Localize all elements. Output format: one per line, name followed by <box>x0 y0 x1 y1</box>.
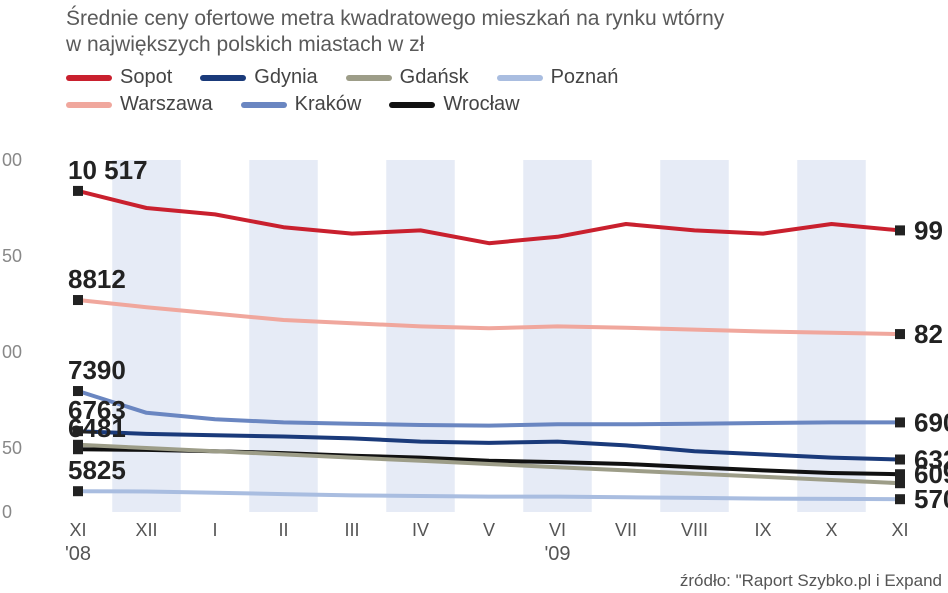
legend-row: Sopot Gdynia Gdańsk Poznań <box>66 66 938 89</box>
series-line <box>78 491 900 499</box>
series-line <box>78 431 900 459</box>
legend-item: Warszawa <box>66 93 213 116</box>
legend-label: Gdańsk <box>400 66 469 89</box>
legend-swatch <box>66 102 112 108</box>
series-start-marker <box>73 486 83 496</box>
series-line <box>78 191 900 243</box>
x-tick-label: IX <box>754 520 771 540</box>
x-tick-label: III <box>344 520 359 540</box>
y-tick-label: 50 <box>2 246 22 266</box>
x-year-label: '09 <box>544 543 570 565</box>
series-end-marker <box>895 225 905 235</box>
legend-swatch <box>241 102 287 108</box>
legend-swatch <box>389 102 435 108</box>
series-start-marker <box>73 295 83 305</box>
series-end-label: 99 <box>914 215 943 245</box>
legend-item: Wrocław <box>389 93 519 116</box>
x-tick-label: XII <box>135 520 157 540</box>
series-end-marker <box>895 469 905 479</box>
grid-band <box>660 160 729 512</box>
legend-label: Kraków <box>295 93 362 116</box>
legend-label: Poznań <box>551 66 619 89</box>
legend-label: Sopot <box>120 66 172 89</box>
legend: Sopot Gdynia Gdańsk Poznań Warszawa Kraków Wro… <box>66 66 938 120</box>
y-tick-label: 0 <box>2 502 12 522</box>
source-text: źródło: "Raport Szybko.pl i Expand <box>680 571 942 591</box>
chart-area: 05000500010 5178812739067636481582599826… <box>0 140 948 573</box>
legend-label: Gdynia <box>254 66 317 89</box>
x-tick-label: X <box>825 520 837 540</box>
x-tick-label: VIII <box>681 520 708 540</box>
series-end-marker <box>895 455 905 465</box>
series-line <box>78 449 900 474</box>
title-line-1: Średnie ceny ofertowe metra kwadratowego… <box>66 6 724 32</box>
legend-swatch <box>497 75 543 81</box>
series-start-label: 10 517 <box>68 155 148 185</box>
x-year-label: '08 <box>65 543 91 565</box>
legend-row: Warszawa Kraków Wrocław <box>66 93 938 116</box>
legend-swatch <box>66 75 112 81</box>
series-start-label: 6481 <box>68 413 126 443</box>
y-tick-label: 00 <box>2 342 22 362</box>
y-tick-label: 50 <box>2 438 22 458</box>
legend-item: Gdynia <box>200 66 317 89</box>
x-tick-label: VII <box>615 520 637 540</box>
series-end-label: 82 <box>914 319 943 349</box>
legend-swatch <box>200 75 246 81</box>
legend-item: Gdańsk <box>346 66 469 89</box>
series-start-label: 5825 <box>68 455 126 485</box>
series-end-label: 690 <box>914 407 948 437</box>
series-end-marker <box>895 494 905 504</box>
legend-swatch <box>346 75 392 81</box>
series-end-marker <box>895 478 905 488</box>
series-end-marker <box>895 329 905 339</box>
legend-item: Sopot <box>66 66 172 89</box>
legend-item: Kraków <box>241 93 362 116</box>
series-start-label: 8812 <box>68 264 126 294</box>
series-end-label: 570 <box>914 484 948 514</box>
title-line-2: w największych polskich miastach w zł <box>66 32 724 58</box>
grid-band <box>523 160 592 512</box>
chart-title: Średnie ceny ofertowe metra kwadratowego… <box>66 6 724 59</box>
series-line <box>78 300 900 334</box>
series-start-marker <box>73 186 83 196</box>
legend-label: Wrocław <box>443 93 519 116</box>
y-tick-label: 00 <box>2 150 22 170</box>
x-tick-label: XI <box>69 520 86 540</box>
legend-item: Poznań <box>497 66 619 89</box>
legend-label: Warszawa <box>120 93 213 116</box>
x-tick-label: I <box>212 520 217 540</box>
x-tick-label: V <box>483 520 495 540</box>
grid-band <box>249 160 318 512</box>
series-line <box>78 445 900 483</box>
series-end-marker <box>895 417 905 427</box>
x-tick-label: XI <box>891 520 908 540</box>
x-tick-label: VI <box>549 520 566 540</box>
series-line <box>78 391 900 426</box>
series-start-label: 7390 <box>68 355 126 385</box>
x-tick-label: IV <box>412 520 429 540</box>
x-tick-label: II <box>278 520 288 540</box>
